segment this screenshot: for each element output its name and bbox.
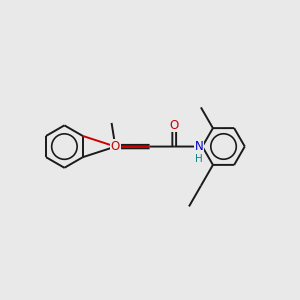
Text: N: N [194,140,203,153]
Text: H: H [195,154,203,164]
Text: O: O [169,119,179,132]
Text: O: O [111,140,120,153]
